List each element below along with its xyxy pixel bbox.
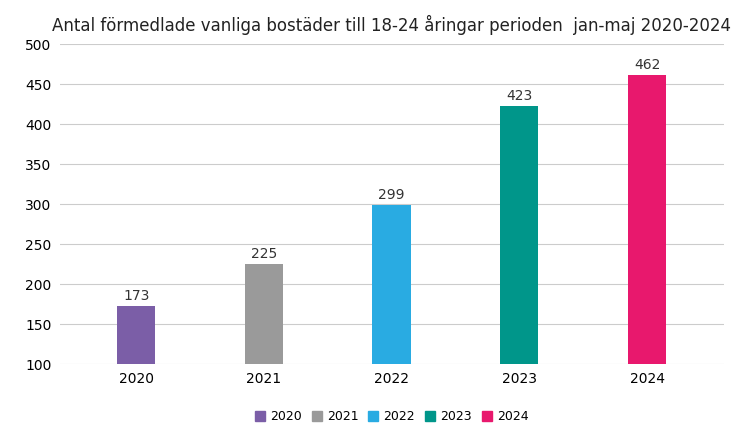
Legend: 2020, 2021, 2022, 2023, 2024: 2020, 2021, 2022, 2023, 2024 [250,405,533,428]
Bar [372,205,411,444]
Bar [117,306,155,444]
Text: 462: 462 [634,58,660,71]
Text: 225: 225 [251,247,277,261]
Title: Antal förmedlade vanliga bostäder till 18-24 åringar perioden  jan-maj 2020-2024: Antal förmedlade vanliga bostäder till 1… [52,15,731,35]
Text: 173: 173 [123,289,149,302]
Bar [628,75,666,444]
Text: 299: 299 [378,188,405,202]
Text: 423: 423 [507,89,533,103]
Bar [500,106,539,444]
Bar [245,264,283,444]
